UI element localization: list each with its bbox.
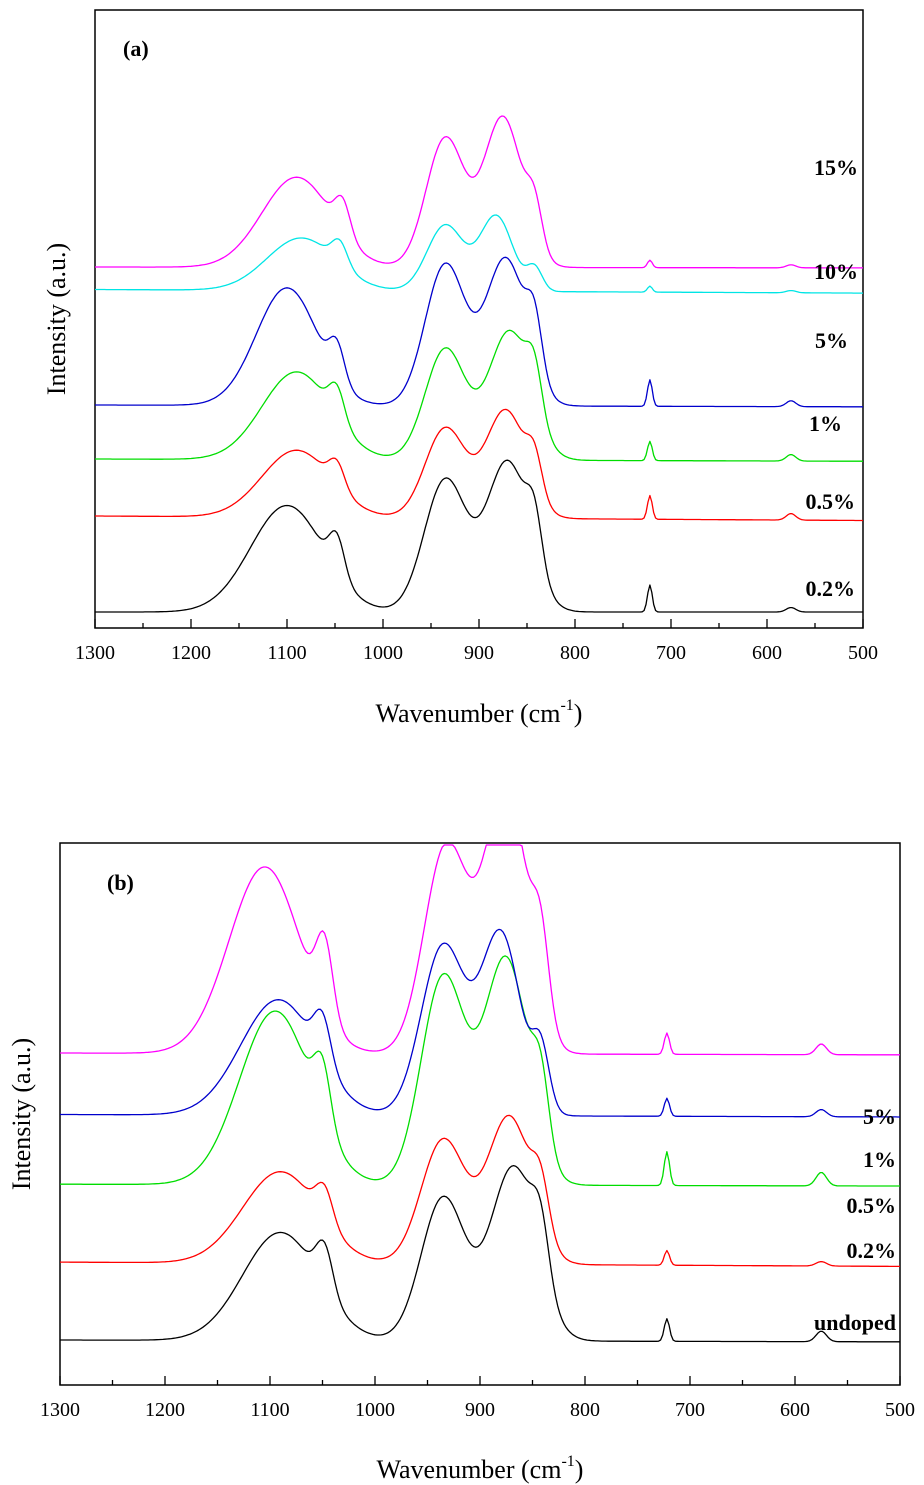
x-tick-label-b-800: 800 xyxy=(570,1399,600,1421)
x-tick-label-a-1200: 1200 xyxy=(171,642,211,664)
series-labels-a: 0.2% 0.5% 1% 5% 10% 15% xyxy=(806,155,859,601)
series-label-a-2: 1% xyxy=(809,411,842,436)
x-tick-label-a-1000: 1000 xyxy=(363,642,403,664)
x-tick-label-b-700: 700 xyxy=(675,1399,705,1421)
series-label-a-5: 15% xyxy=(814,155,858,180)
x-tick-label-b-1100: 1100 xyxy=(250,1399,289,1421)
plot-frame-b xyxy=(59,842,901,1386)
series-line-a-2 xyxy=(95,329,864,462)
series-label-b-3: 1% xyxy=(863,1147,896,1172)
series-line-a-3 xyxy=(95,256,863,408)
series-line-a-1 xyxy=(95,408,863,522)
panel-b: 1300 1200 1100 1000 900 800 700 600 500 (b) Inte… xyxy=(7,842,915,1484)
plot-frame-a xyxy=(94,9,864,629)
series-label-b-0: undoped xyxy=(814,1310,896,1335)
series-line-a-4 xyxy=(95,214,863,294)
x-tick-label-a-700: 700 xyxy=(656,642,686,664)
x-axis-title-b: Wavenumber (cm-1) xyxy=(377,1453,584,1484)
panel-a: 1300 1200 1100 1000 900 800 700 600 500 (a) Inte… xyxy=(42,9,878,728)
series-label-b-1: 0.2% xyxy=(847,1238,897,1263)
series-labels-b: undoped 0.2% 0.5% 1% 5% xyxy=(814,1104,896,1335)
x-tick-label-a-600: 600 xyxy=(752,642,782,664)
x-tick-label-b-1300: 1300 xyxy=(40,1399,80,1421)
series-line-a-5 xyxy=(95,115,863,269)
series-line-b-0 xyxy=(60,1164,900,1343)
x-tick-label-a-500: 500 xyxy=(848,642,878,664)
x-tick-label-a-1300: 1300 xyxy=(75,642,115,664)
x-tick-label-b-1200: 1200 xyxy=(145,1399,185,1421)
x-ticks-a: 1300 1200 1100 1000 900 800 700 600 500 xyxy=(75,619,878,664)
x-tick-label-b-500: 500 xyxy=(885,1399,915,1421)
series-line-a-0 xyxy=(95,459,863,613)
x-tick-label-a-1100: 1100 xyxy=(267,642,306,664)
x-ticks-b: 1300 1200 1100 1000 900 800 700 600 500 xyxy=(40,1376,915,1421)
curves-a xyxy=(95,115,864,613)
series-label-a-1: 0.5% xyxy=(806,489,856,514)
x-tick-label-a-800: 800 xyxy=(560,642,590,664)
series-label-a-0: 0.2% xyxy=(806,576,856,601)
series-label-b-4: 5% xyxy=(863,1104,896,1129)
x-tick-label-b-1000: 1000 xyxy=(355,1399,395,1421)
series-line-b-3 xyxy=(60,928,900,1118)
series-line-b-2 xyxy=(60,955,900,1187)
panel-label-b: (b) xyxy=(107,870,134,895)
x-tick-label-a-900: 900 xyxy=(464,642,494,664)
series-line-b-1 xyxy=(60,1114,900,1268)
y-axis-title-a: Intensity (a.u.) xyxy=(42,243,71,395)
x-tick-label-b-600: 600 xyxy=(780,1399,810,1421)
series-label-b-2: 0.5% xyxy=(847,1193,897,1218)
series-label-a-4: 10% xyxy=(814,259,858,284)
x-axis-title-a: Wavenumber (cm-1) xyxy=(376,697,583,728)
series-line-b-4 xyxy=(60,844,900,1056)
curves-b xyxy=(60,844,900,1343)
series-label-a-3: 5% xyxy=(815,328,848,353)
y-axis-title-b: Intensity (a.u.) xyxy=(7,1038,36,1190)
x-tick-label-b-900: 900 xyxy=(465,1399,495,1421)
panel-label-a: (a) xyxy=(123,36,149,61)
